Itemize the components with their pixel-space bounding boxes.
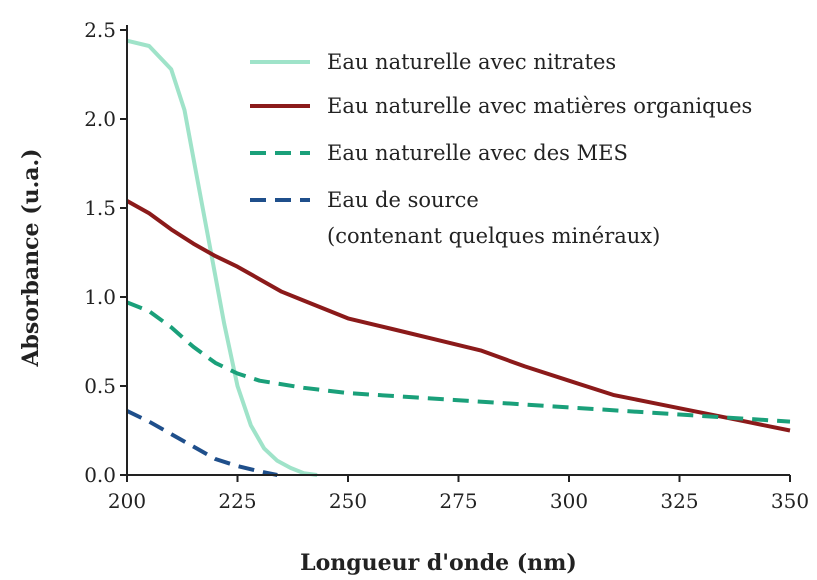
legend-label-2: Eau naturelle avec matières organiques: [327, 94, 752, 118]
x-axis-title: Longueur d'onde (nm): [300, 550, 577, 576]
legend-label-4: Eau de source: [327, 188, 479, 212]
y-tick-label: 0.5: [84, 374, 116, 398]
x-tick-label: 200: [108, 489, 146, 513]
x-tick-label: 225: [218, 489, 256, 513]
y-tick-label: 1.0: [84, 285, 116, 309]
y-tick-label: 0.0: [84, 463, 116, 487]
legend-label-3: Eau naturelle avec des MES: [327, 141, 628, 165]
legend-label-1: Eau naturelle avec nitrates: [327, 50, 616, 74]
x-tick-label: 300: [550, 489, 588, 513]
x-tick-label: 350: [771, 489, 809, 513]
legend-label-4-line2: (contenant quelques minéraux): [327, 224, 660, 248]
x-tick-label: 325: [660, 489, 698, 513]
axes: 200 225 250 275 300 325 350 0.0 0.5 1.0 1.5 2.0 2.5: [84, 18, 809, 513]
y-tick-label: 2.0: [84, 107, 116, 131]
y-axis-title: Absorbance (u.a.): [18, 148, 44, 367]
series-line-2: [126, 199, 791, 433]
series-line-4: [126, 409, 278, 477]
series-line-1: [126, 38, 318, 477]
legend: Eau naturelle avec nitrates Eau naturelle…: [250, 50, 752, 248]
y-tick-label: 1.5: [84, 196, 116, 220]
x-tick-label: 250: [329, 489, 367, 513]
plot-lines: [126, 38, 791, 477]
y-tick-label: 2.5: [84, 18, 116, 42]
x-tick-label: 275: [439, 489, 477, 513]
series-line-3: [126, 300, 791, 424]
